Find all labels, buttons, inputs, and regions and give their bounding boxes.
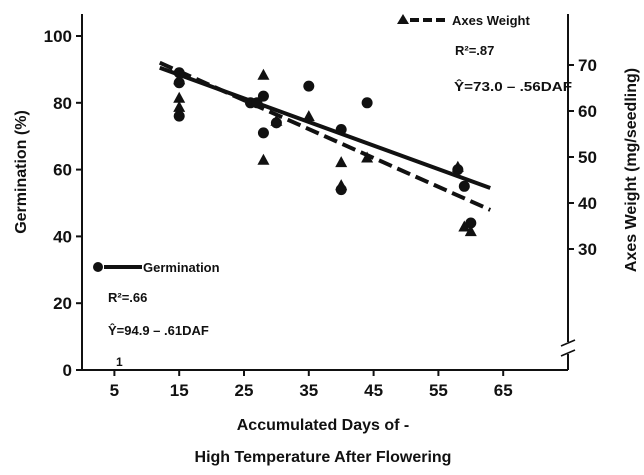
axis-break-label: 1 bbox=[116, 355, 123, 369]
y-left-tick-label: 40 bbox=[53, 227, 72, 246]
x-tick-label: 35 bbox=[299, 381, 318, 400]
y-left-tick-label: 100 bbox=[44, 27, 72, 46]
legend-germination-marker bbox=[93, 262, 103, 272]
x-tick-label: 55 bbox=[429, 381, 448, 400]
y-left-tick-label: 20 bbox=[53, 294, 72, 313]
germination-point bbox=[465, 217, 477, 229]
germination-point bbox=[257, 127, 269, 139]
germination-fit-line bbox=[159, 65, 491, 190]
germination-point bbox=[335, 124, 347, 136]
y-right-tick-label: 40 bbox=[578, 194, 597, 213]
axes-weight-point bbox=[335, 179, 348, 191]
axes-weight-point bbox=[458, 220, 471, 232]
y-right-tick-label: 70 bbox=[578, 56, 597, 75]
x-tick-label: 65 bbox=[494, 381, 513, 400]
x-tick-label: 5 bbox=[110, 381, 119, 400]
axes-weight-point bbox=[464, 225, 477, 237]
x-axis-title-line1: Accumulated Days of - bbox=[237, 417, 409, 434]
germination-point bbox=[361, 97, 373, 109]
legend-germination-r2: R²=.66 bbox=[108, 290, 147, 305]
y-right-tick-label: 60 bbox=[578, 102, 597, 121]
y-left-tick-label: 60 bbox=[53, 161, 72, 180]
ticks-group: 5 15 25 35 45 55 65 0 20 40 60 80 100 30 40 50 60 70 bbox=[44, 27, 597, 400]
germination-point bbox=[173, 67, 185, 79]
axis-break-mark bbox=[560, 339, 576, 347]
germination-point bbox=[458, 180, 470, 192]
germination-point bbox=[303, 80, 315, 92]
y-left-tick-label: 80 bbox=[53, 94, 72, 113]
y-right-tick-label: 50 bbox=[578, 148, 597, 167]
y-right-axis-title: Axes Weight (mg/seedling) bbox=[623, 68, 640, 272]
legend-germination-label: Germination bbox=[143, 260, 220, 275]
x-axis-title-line2: High Temperature After Flowering bbox=[195, 449, 452, 466]
legend-axes-weight-equation: Ŷ=73.0 – .56DAF bbox=[454, 79, 572, 94]
axes-weight-point bbox=[257, 153, 270, 165]
axes-weight-point bbox=[302, 110, 315, 122]
axes-weight-point bbox=[270, 114, 283, 126]
fit-lines-group bbox=[158, 60, 492, 212]
axes-weight-point bbox=[173, 100, 186, 112]
axes-weight-point bbox=[335, 156, 348, 168]
x-tick-label: 45 bbox=[364, 381, 383, 400]
x-tick-label: 15 bbox=[170, 381, 189, 400]
legend-axes-weight-marker bbox=[397, 14, 409, 24]
axes-group bbox=[81, 14, 576, 371]
legend-germination-equation: Ŷ=94.9 – .61DAF bbox=[108, 323, 209, 338]
axes-weight-point bbox=[361, 151, 374, 163]
y-left-axis-title: Germination (%) bbox=[13, 110, 30, 234]
germination-point bbox=[257, 90, 269, 102]
legend-axes-weight: Axes Weight R²=.87 Ŷ=73.0 – .56DAF bbox=[397, 13, 572, 94]
axis-break-mark bbox=[560, 349, 576, 357]
axes-weight-point bbox=[173, 91, 186, 103]
x-tick-label: 25 bbox=[235, 381, 254, 400]
legend-germination: Germination R²=.66 Ŷ=94.9 – .61DAF bbox=[93, 260, 220, 338]
axes-weight-fit-line bbox=[158, 60, 492, 212]
y-right-tick-label: 30 bbox=[578, 240, 597, 259]
legend-axes-weight-label: Axes Weight bbox=[452, 13, 530, 28]
axes-weight-point bbox=[257, 68, 270, 80]
legend-axes-weight-r2: R²=.87 bbox=[455, 43, 494, 58]
y-left-tick-label: 0 bbox=[63, 361, 72, 380]
axes-weight-point bbox=[451, 160, 464, 172]
germination-point bbox=[173, 110, 185, 122]
axes-weight-point bbox=[173, 73, 186, 85]
points-group bbox=[173, 67, 477, 237]
